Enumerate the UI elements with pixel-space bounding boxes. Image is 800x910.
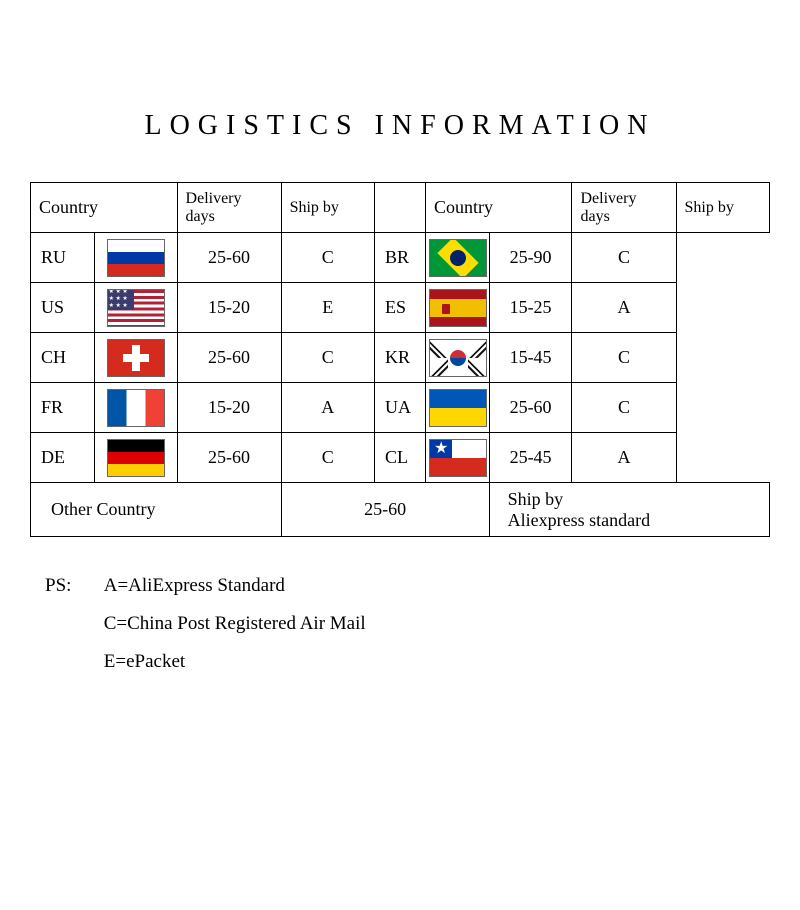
other-ship-line2: Aliexpress standard: [508, 510, 650, 530]
ch-flag-icon: [107, 339, 165, 377]
flag-cell: [425, 433, 489, 483]
flag-cell: [94, 233, 177, 283]
hdr-delivery-right: Delivery days: [572, 183, 676, 233]
ship-by: C: [281, 433, 374, 483]
ps-label: PS:: [45, 567, 99, 605]
flag-cell: [94, 283, 177, 333]
table-gap: [375, 183, 426, 233]
flag-cell: [425, 233, 489, 283]
ship-by: C: [572, 333, 676, 383]
country-code: UA: [375, 383, 426, 433]
ship-by: C: [572, 383, 676, 433]
country-code: ES: [375, 283, 426, 333]
logistics-table: Country Delivery days Ship by Country De…: [30, 182, 770, 537]
country-code: BR: [375, 233, 426, 283]
table-row: FR 15-20AUA 25-60C: [31, 383, 770, 433]
delivery-days: 25-60: [177, 333, 281, 383]
flag-cell: [94, 433, 177, 483]
flag-cell: [425, 383, 489, 433]
delivery-days: 15-45: [489, 333, 572, 383]
cl-flag-icon: [429, 439, 487, 477]
us-flag-icon: [107, 289, 165, 327]
logistics-table-wrap: Country Delivery days Ship by Country De…: [30, 182, 770, 537]
other-country-days: 25-60: [281, 483, 489, 537]
page-title: LOGISTICS INFORMATION: [0, 110, 800, 142]
country-code: CL: [375, 433, 426, 483]
country-code: US: [31, 283, 95, 333]
ship-by: C: [281, 333, 374, 383]
hdr-ship-right: Ship by: [676, 183, 769, 233]
footer-row: Other Country 25-60 Ship by Aliexpress s…: [31, 483, 770, 537]
table-row: RU25-60CBR25-90C: [31, 233, 770, 283]
flag-cell: [425, 283, 489, 333]
ship-by: C: [281, 233, 374, 283]
other-ship-line1: Ship by: [508, 489, 564, 509]
table-row: DE 25-60CCL 25-45A: [31, 433, 770, 483]
ua-flag-icon: [429, 389, 487, 427]
ship-by: A: [572, 283, 676, 333]
table-row: US 15-20EES 15-25A: [31, 283, 770, 333]
other-country-shipby: Ship by Aliexpress standard: [489, 483, 769, 537]
hdr-ship-left: Ship by: [281, 183, 374, 233]
delivery-days: 15-20: [177, 283, 281, 333]
kr-flag-icon: [429, 339, 487, 377]
delivery-days: 15-20: [177, 383, 281, 433]
country-code: CH: [31, 333, 95, 383]
ship-by: A: [572, 433, 676, 483]
table-row: CH25-60CKR15-45C: [31, 333, 770, 383]
ps-line: C=China Post Registered Air Mail: [104, 605, 366, 643]
hdr-country-left: Country: [31, 183, 178, 233]
ship-by: E: [281, 283, 374, 333]
country-code: DE: [31, 433, 95, 483]
country-code: KR: [375, 333, 426, 383]
ps-line: A=AliExpress Standard: [104, 567, 366, 605]
delivery-days: 25-60: [177, 433, 281, 483]
es-flag-icon: [429, 289, 487, 327]
br-flag-icon: [429, 239, 487, 277]
flag-cell: [94, 333, 177, 383]
ship-by: A: [281, 383, 374, 433]
table-header: Country Delivery days Ship by Country De…: [31, 183, 770, 233]
delivery-days: 25-60: [177, 233, 281, 283]
hdr-country-right: Country: [425, 183, 572, 233]
delivery-days: 15-25: [489, 283, 572, 333]
ps-line: E=ePacket: [104, 643, 366, 681]
ship-by: C: [572, 233, 676, 283]
de-flag-icon: [107, 439, 165, 477]
flag-cell: [94, 383, 177, 433]
other-country-label: Other Country: [31, 483, 282, 537]
country-code: RU: [31, 233, 95, 283]
ru-flag-icon: [107, 239, 165, 277]
delivery-days: 25-90: [489, 233, 572, 283]
flag-cell: [425, 333, 489, 383]
ps-block: PS: A=AliExpress StandardC=China Post Re…: [45, 567, 800, 681]
ps-lines: A=AliExpress StandardC=China Post Regist…: [104, 567, 366, 681]
delivery-days: 25-45: [489, 433, 572, 483]
fr-flag-icon: [107, 389, 165, 427]
delivery-days: 25-60: [489, 383, 572, 433]
hdr-delivery-left: Delivery days: [177, 183, 281, 233]
country-code: FR: [31, 383, 95, 433]
table-body: RU25-60CBR25-90CUS15-20EES15-25ACH25-60C…: [31, 233, 770, 483]
